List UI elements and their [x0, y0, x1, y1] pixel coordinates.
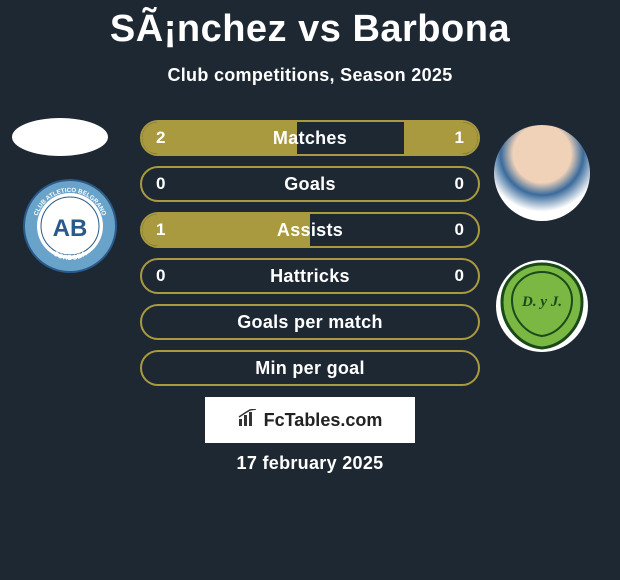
stats-container: 2Matches10Goals01Assists00Hattricks0Goal…: [140, 120, 480, 396]
player-right-avatar: [494, 125, 590, 221]
stat-label: Hattricks: [142, 266, 478, 287]
stat-row: Goals per match: [140, 304, 480, 340]
svg-text:AB: AB: [53, 215, 88, 242]
chart-icon: [238, 409, 258, 432]
subtitle: Club competitions, Season 2025: [0, 65, 620, 86]
stat-label: Goals: [142, 174, 478, 195]
player-left-avatar: [12, 118, 108, 156]
stat-row: 1Assists0: [140, 212, 480, 248]
club-left-badge: AB CLUB ATLETICO BELGRANO CORDOBA: [22, 178, 118, 274]
club-right-badge: D. y J.: [494, 258, 590, 354]
stat-row: 0Goals0: [140, 166, 480, 202]
stat-label: Matches: [142, 128, 478, 149]
stat-value-right: 0: [455, 220, 464, 240]
page-title: SÃ¡nchez vs Barbona: [0, 0, 620, 51]
stat-row: 0Hattricks0: [140, 258, 480, 294]
stat-label: Min per goal: [142, 358, 478, 379]
stat-label: Goals per match: [142, 312, 478, 333]
stat-label: Assists: [142, 220, 478, 241]
footer-brand: FcTables.com: [205, 397, 415, 443]
footer-brand-text: FcTables.com: [264, 410, 383, 431]
stat-row: 2Matches1: [140, 120, 480, 156]
stat-row: Min per goal: [140, 350, 480, 386]
stat-value-right: 1: [455, 128, 464, 148]
stat-value-right: 0: [455, 266, 464, 286]
date-label: 17 february 2025: [0, 453, 620, 474]
svg-text:D. y J.: D. y J.: [521, 294, 562, 310]
stat-value-right: 0: [455, 174, 464, 194]
